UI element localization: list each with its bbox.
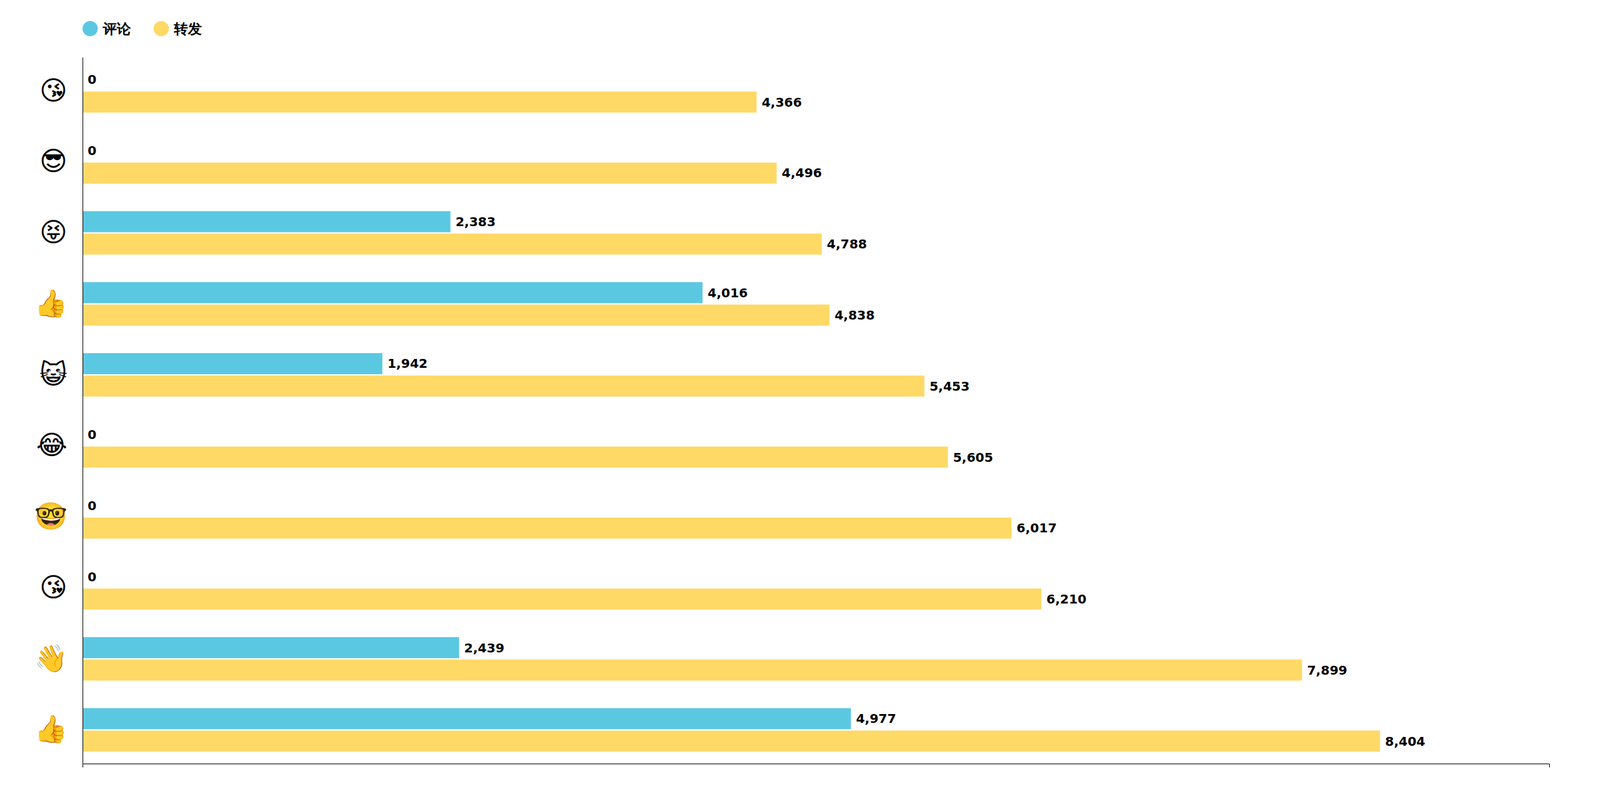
- legend-label: 评论: [102, 20, 132, 37]
- tick-label: 😘: [39, 74, 68, 107]
- legend-item: 评论: [82, 20, 132, 37]
- bar: [82, 91, 757, 113]
- bar: [82, 636, 460, 658]
- bar: [82, 517, 1012, 539]
- x-axis: [83, 763, 1550, 768]
- tick-label: 😝: [39, 216, 68, 248]
- bar: [82, 281, 703, 303]
- tick-label: 😘: [39, 571, 68, 603]
- series-bars: [82, 91, 1380, 752]
- bar: [82, 375, 925, 397]
- tick: 👍: [34, 713, 68, 745]
- data-label: 0: [87, 142, 97, 159]
- tick: 🤓: [34, 500, 68, 532]
- data-label: 0: [87, 497, 97, 514]
- bar: [82, 587, 1042, 609]
- data-label: 4,788: [826, 236, 867, 252]
- bar: [82, 353, 383, 374]
- bar: [82, 304, 830, 326]
- legend-label: 转发: [173, 20, 202, 37]
- legend: 评论 转发: [82, 20, 202, 37]
- tick-label: 👍: [34, 287, 68, 319]
- tick: 😘: [39, 74, 68, 107]
- legend-swatch: [82, 20, 98, 37]
- data-label: 5,453: [929, 378, 970, 394]
- data-label: 4,977: [855, 710, 896, 726]
- data-label: 4,016: [707, 285, 748, 301]
- tick: 😘: [39, 571, 68, 603]
- data-label: 4,838: [834, 307, 875, 323]
- data-labels: 0 0 2,383 4,016 1,942 0 0 0 2,439 4,977 4,366 4,496…: [87, 71, 1426, 748]
- y-axis: 😘 😎 😝 👍 😺 😂 🤓 😘 👋 👍: [34, 57, 84, 764]
- bar: [82, 707, 851, 729]
- data-label: 1,942: [387, 355, 428, 371]
- tick-label: 👍: [34, 713, 68, 745]
- tick: 😝: [39, 216, 68, 248]
- tick-label: 😎: [39, 145, 68, 177]
- tick-label: 😂: [36, 429, 68, 461]
- x-axis-line: [83, 763, 1550, 768]
- bar: [82, 659, 1303, 680]
- tick-label: 👋: [34, 642, 68, 675]
- data-label: 0: [87, 71, 97, 87]
- data-label: 7,899: [1307, 662, 1348, 678]
- data-label: 6,210: [1046, 591, 1087, 607]
- data-label: 4,366: [761, 94, 802, 110]
- data-label: 2,439: [464, 640, 505, 656]
- data-label: 4,496: [781, 165, 822, 181]
- tick: 👋: [34, 642, 68, 675]
- tick: 😎: [39, 145, 68, 177]
- tick-label: 😺: [39, 358, 68, 390]
- bar: [82, 233, 822, 255]
- bar: [82, 210, 451, 232]
- data-label: 6,017: [1016, 520, 1057, 536]
- legend-item: 转发: [153, 20, 202, 37]
- tick: 😂: [36, 429, 68, 461]
- data-label: 2,383: [455, 213, 496, 230]
- data-label: 8,404: [1384, 733, 1425, 749]
- data-label: 0: [87, 568, 97, 585]
- bars: [82, 91, 1380, 752]
- tick-label: 🤓: [34, 500, 68, 532]
- legend-swatch: [153, 20, 169, 37]
- bar: [82, 730, 1380, 752]
- data-label: 0: [87, 426, 97, 442]
- tick: 👍: [34, 287, 68, 319]
- chart: 0 0 2,383 4,016 1,942 0 0 0 2,439 4,977 4,366 4,496…: [0, 0, 1600, 789]
- y-axis-line: [82, 57, 84, 764]
- bar: [82, 446, 948, 468]
- tick: 😺: [39, 358, 68, 390]
- plot: 0 0 2,383 4,016 1,942 0 0 0 2,439 4,977 4,366 4,496…: [34, 57, 1550, 768]
- series-bars: [82, 210, 851, 729]
- data-label: 5,605: [953, 449, 994, 465]
- bar: [82, 162, 777, 184]
